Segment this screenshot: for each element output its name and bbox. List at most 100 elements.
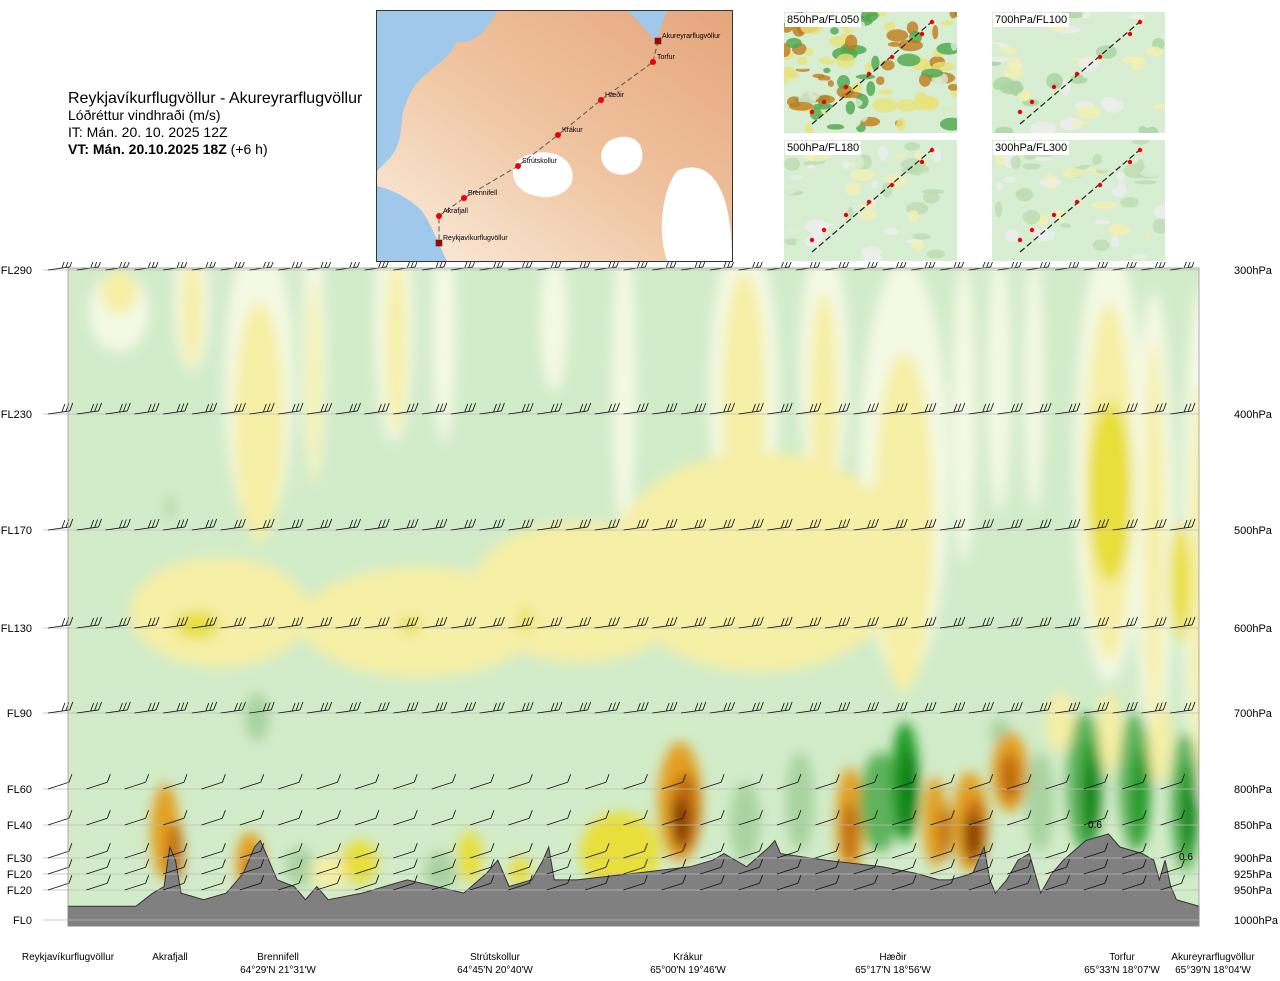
wind-barb (76, 616, 102, 629)
level-panel-500-label: 500hPa/FL180 (785, 141, 862, 155)
panel-field-patch (931, 86, 945, 100)
wind-barb (47, 843, 73, 859)
wind-barb (1045, 843, 1070, 859)
wind-barb (162, 774, 188, 790)
panel-field-patch (1092, 153, 1102, 167)
map-glacier-vatnajokull (661, 167, 732, 261)
flight-level-tick: FL0 (13, 915, 32, 927)
pressure-tick: 500hPa (1234, 525, 1273, 537)
route-title: Reykjavíkurflugvöllur - Akureyrarflugvöl… (68, 90, 363, 107)
panel-field-patch (918, 171, 940, 185)
panel-field-patch (1081, 12, 1091, 19)
panel-waypoint-marker (1051, 212, 1057, 218)
waypoint-coord: 65°39'N 18°04'W (1175, 965, 1251, 976)
wind-barb (824, 402, 851, 415)
panel-field-patch (940, 20, 954, 26)
wind-barb (623, 616, 649, 629)
wind-barb (508, 616, 534, 629)
panel-field-patch (1145, 126, 1159, 133)
level-panel-300-graphic (992, 140, 1165, 261)
wind-barb (623, 859, 648, 875)
wind-barb (86, 875, 111, 891)
panel-field-patch (1120, 197, 1139, 208)
panel-field-patch (994, 126, 1014, 133)
wind-barb (700, 875, 725, 891)
panel-field-patch (784, 157, 800, 171)
panel-waypoint-marker (1029, 99, 1035, 105)
field-lower-region (860, 752, 900, 852)
wind-barb (930, 843, 955, 859)
wind-barb (1141, 262, 1166, 271)
map-point-label: Akrafjall (443, 208, 468, 215)
wind-barb (930, 810, 955, 826)
wind-barb (796, 518, 822, 531)
wind-barb (661, 810, 687, 826)
plot-frame (67, 267, 1200, 927)
wind-barb (891, 810, 917, 826)
wind-barb (738, 859, 763, 875)
panel-field-patch (884, 21, 896, 32)
wind-barb (911, 518, 937, 531)
wind-barb (776, 843, 802, 859)
panel-field-patch (949, 12, 957, 19)
panel-field-patch (895, 153, 905, 159)
wind-barb (738, 262, 763, 271)
wind-barb (422, 402, 448, 415)
wind-barb (968, 859, 994, 875)
wind-barb (680, 701, 707, 714)
wind-barb (354, 810, 380, 826)
flight-level-tick: FL170 (1, 525, 32, 537)
wind-barb (815, 843, 840, 859)
panel-field-patch (900, 12, 912, 17)
wind-barb (968, 701, 994, 714)
field-neutral-region (612, 268, 636, 532)
wind-barb (738, 616, 764, 629)
wind-barb (1122, 875, 1147, 891)
wind-barb (1083, 518, 1110, 531)
wind-barb (479, 402, 505, 415)
panel-field-patch (1069, 249, 1091, 257)
wind-barb (652, 402, 678, 415)
wind-barb (335, 402, 361, 415)
panel-field-patch (876, 51, 896, 57)
wind-barb (546, 810, 572, 826)
wind-barb (853, 518, 879, 531)
panel-field-patch (1019, 231, 1037, 247)
field-lower-region (1185, 787, 1195, 847)
flight-level-tick: FL60 (7, 784, 32, 796)
flight-level-tick: FL20 (7, 885, 32, 897)
panel-field-patch (816, 95, 835, 104)
wind-barb (939, 262, 965, 271)
wind-barb (393, 875, 418, 891)
wind-barb (124, 859, 150, 875)
wind-barb (306, 616, 333, 629)
contour-labels: 0.6 0.6 (1088, 820, 1193, 863)
panel-field-patch (796, 56, 808, 66)
panel-waypoint-marker (1097, 182, 1103, 188)
map-airport-marker (654, 37, 662, 45)
field-updraft-core (175, 611, 219, 639)
panel-field-patch (1116, 172, 1125, 183)
wind-barb (776, 875, 802, 891)
wind-barb (393, 518, 419, 531)
panel-field-patch (1081, 169, 1096, 184)
panel-field-patch (811, 230, 824, 242)
panel-field-patch (1062, 58, 1081, 71)
panel-field-patch (916, 127, 925, 133)
field-lower-region (1131, 747, 1149, 847)
wind-barb (162, 875, 188, 891)
wind-barb (134, 701, 160, 714)
panel-field-patch (877, 89, 894, 95)
wind-barb (1170, 616, 1196, 629)
wind-barb (594, 701, 620, 714)
wind-barb (1160, 875, 1185, 891)
field-updraft-core (1088, 402, 1132, 582)
pressure-tick: 900hPa (1234, 853, 1273, 865)
wind-barb (469, 875, 495, 891)
valid-time-offset: (+6 h) (226, 141, 268, 157)
wind-barb (393, 843, 418, 859)
waypoint-coord: 65°17'N 18°56'W (855, 965, 931, 976)
wind-barb (891, 875, 917, 891)
panel-field-patch (1100, 96, 1117, 109)
wind-barb (278, 843, 303, 859)
